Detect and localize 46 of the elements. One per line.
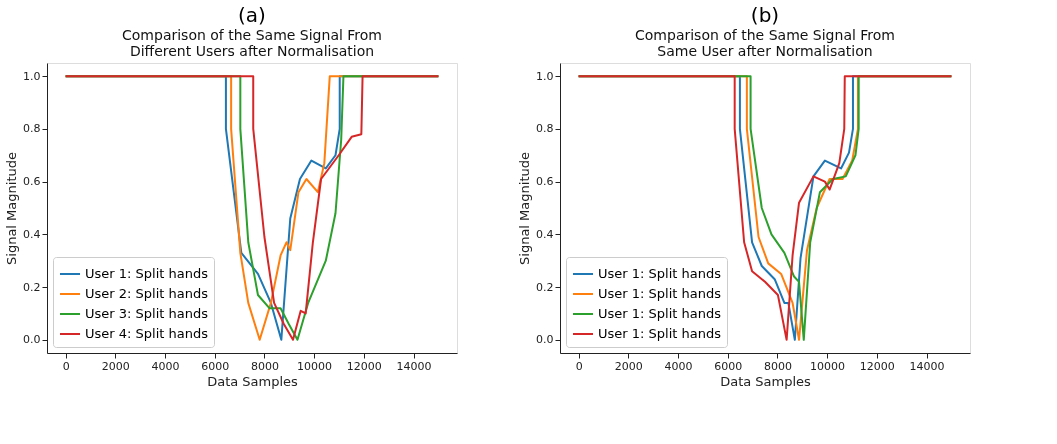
legend-label: User 1: Split hands — [598, 266, 722, 281]
chart-title: (b) — [750, 3, 780, 27]
y-tick-label: 0.8 — [536, 122, 554, 136]
legend-label: User 1: Split hands — [598, 286, 722, 301]
legend-label: User 4: Split hands — [85, 326, 209, 341]
x-tick-label: 10000 — [297, 359, 333, 373]
y-tick-label: 0.2 — [23, 280, 41, 294]
legend-label: User 2: Split hands — [85, 286, 209, 301]
y-axis-title: Signal Magnitude — [4, 152, 20, 265]
x-tick-label: 4000 — [664, 359, 693, 373]
x-axis-title: Data Samples — [720, 373, 812, 389]
y-tick-label: 0.4 — [536, 227, 554, 241]
y-tick-label: 0.0 — [23, 333, 41, 347]
y-tick-label: 0.2 — [536, 280, 554, 294]
y-tick-label: 1.0 — [536, 69, 554, 83]
chart-subtitle: Comparison of the Same Signal From Same User after Normalisation — [635, 27, 895, 59]
x-tick-label: 6000 — [714, 359, 743, 373]
line-series — [577, 75, 953, 341]
x-tick-label: 8000 — [763, 359, 792, 373]
y-tick-label: 0.4 — [23, 227, 41, 241]
y-tick-label: 1.0 — [23, 69, 41, 83]
chart-subtitle: Comparison of the Same Signal From Different Users after Normalisation — [122, 27, 382, 59]
x-tick-label: 12000 — [346, 359, 382, 373]
x-tick-label: 14000 — [909, 359, 945, 373]
x-tick-label: 2000 — [101, 359, 130, 373]
x-tick-label: 14000 — [396, 359, 432, 373]
y-tick-label: 0.8 — [23, 122, 41, 136]
x-tick-label: 12000 — [859, 359, 895, 373]
line-series — [64, 75, 440, 341]
legend-label: User 3: Split hands — [85, 306, 209, 321]
x-tick-label: 10000 — [810, 359, 846, 373]
x-tick-label: 4000 — [151, 359, 180, 373]
legend-label: User 1: Split hands — [598, 306, 722, 321]
y-tick-label: 0.6 — [23, 175, 41, 189]
y-axis-title: Signal Magnitude — [517, 152, 533, 265]
x-axis-title: Data Samples — [207, 373, 299, 389]
y-tick-label: 0.6 — [536, 175, 554, 189]
chart-title: (a) — [238, 3, 266, 27]
x-tick-label: 0 — [62, 359, 70, 373]
y-tick-label: 0.0 — [536, 333, 554, 347]
legend-label: User 1: Split hands — [598, 326, 722, 341]
x-tick-label: 0 — [575, 359, 583, 373]
legend-label: User 1: Split hands — [85, 266, 209, 281]
x-tick-label: 2000 — [614, 359, 643, 373]
x-tick-label: 6000 — [201, 359, 230, 373]
x-tick-label: 8000 — [250, 359, 279, 373]
